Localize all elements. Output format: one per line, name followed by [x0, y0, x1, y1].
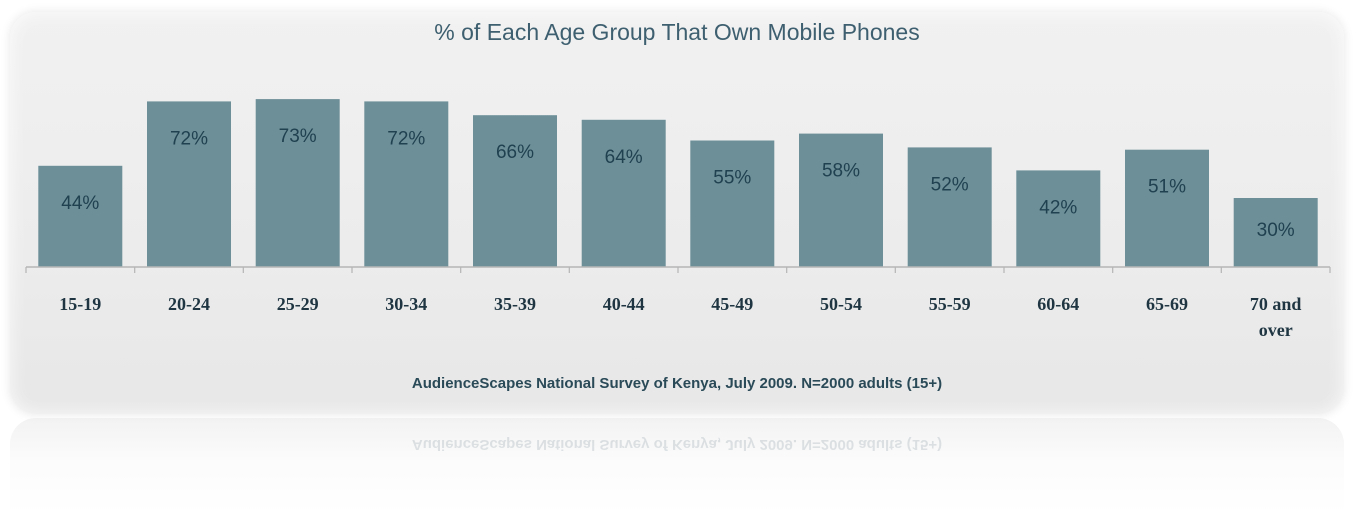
- bar-55-59: [907, 147, 992, 267]
- source-note: AudienceScapes National Survey of Kenya,…: [412, 375, 942, 392]
- value-label-45-49: 55%: [713, 168, 751, 189]
- category-label-30-34: 30-34: [385, 294, 427, 314]
- bar-50-54: [799, 133, 883, 267]
- category-label-15-19: 15-19: [59, 294, 101, 314]
- bar-25-29: [255, 99, 340, 267]
- category-labels-group: 15-19 20-24 25-29 30-34 35-39 40-44 45-49 50-54…: [59, 294, 1301, 340]
- value-label-50-54: 58%: [822, 161, 860, 182]
- bar-40-44: [581, 119, 666, 267]
- category-label-25-29: 25-29: [277, 294, 319, 314]
- bar-20-24: [147, 101, 231, 268]
- value-label-40-44: 64%: [605, 147, 643, 168]
- value-label-60-64: 42%: [1039, 197, 1077, 218]
- value-labels-group: 44% 72% 73% 72% 66% 64% 55% 58% 52% 42% 51% 30%: [61, 126, 1295, 241]
- bars-group: [38, 99, 1318, 268]
- category-label-50-54: 50-54: [820, 294, 862, 314]
- bar-65-69: [1125, 149, 1209, 267]
- category-label-65-69: 65-69: [1146, 294, 1188, 314]
- category-label-45-49: 45-49: [711, 294, 753, 314]
- bar-30-34: [364, 101, 449, 268]
- value-label-35-39: 66%: [496, 142, 534, 163]
- value-label-70-and-over: 30%: [1257, 220, 1295, 241]
- value-label-20-24: 72%: [170, 128, 208, 149]
- value-label-25-29: 73%: [279, 126, 317, 147]
- value-label-30-34: 72%: [387, 128, 425, 149]
- category-label-60-64: 60-64: [1037, 294, 1079, 314]
- category-label-55-59: 55-59: [929, 294, 971, 314]
- value-label-65-69: 51%: [1148, 177, 1186, 198]
- bar-45-49: [690, 140, 775, 267]
- bar-70-and-over: [1233, 198, 1318, 267]
- value-label-15-19: 44%: [61, 193, 99, 214]
- category-label-20-24: 20-24: [168, 294, 210, 314]
- card-reflection: AudienceScapes National Survey of Kenya,…: [10, 418, 1344, 514]
- category-label-70-and-over: 70 and over: [1250, 294, 1302, 340]
- axis-ticks-group: [25, 267, 1331, 273]
- category-label-40-44: 40-44: [603, 294, 645, 314]
- bar-60-64: [1016, 170, 1101, 267]
- bar-15-19: [38, 165, 123, 267]
- bar-35-39: [473, 115, 557, 267]
- category-label-35-39: 35-39: [494, 294, 536, 314]
- chart-title: % of Each Age Group That Own Mobile Phon…: [434, 19, 919, 45]
- value-label-55-59: 52%: [931, 174, 969, 195]
- chart-card: [10, 12, 1344, 414]
